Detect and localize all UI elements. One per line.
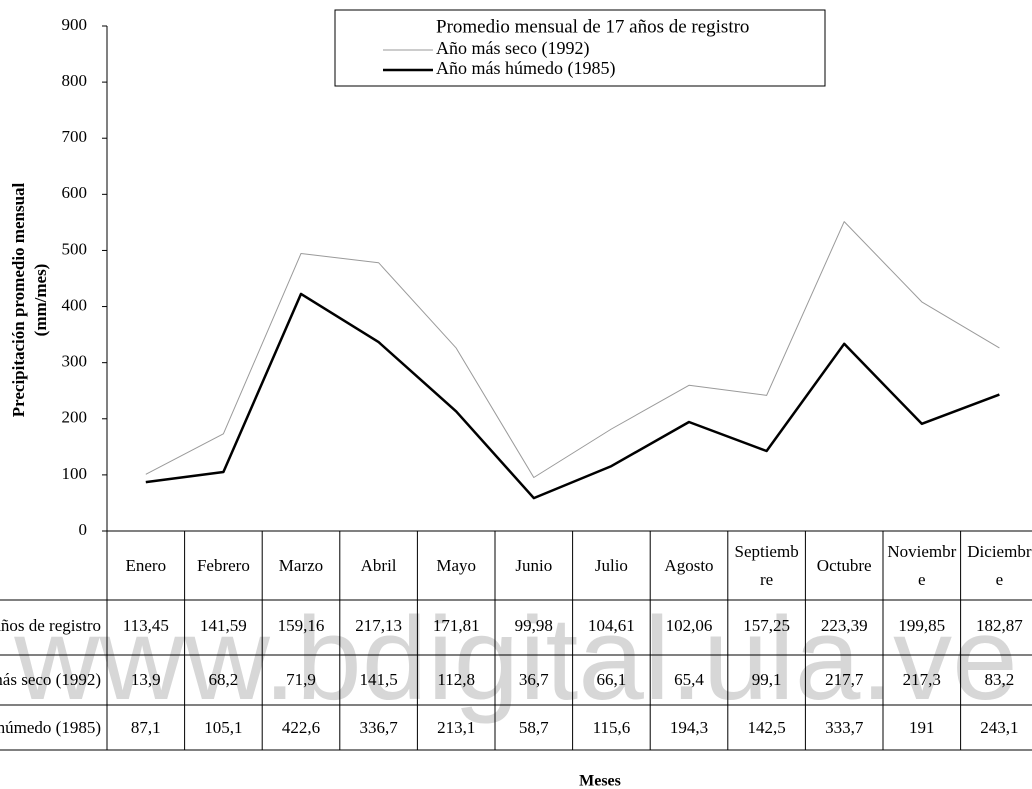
table-cell: 102,06 [666, 616, 713, 635]
x-tick-label: Marzo [278, 555, 324, 575]
category-cell: Enero [125, 555, 167, 575]
table-cell: 191 [909, 718, 935, 737]
table-cell: 66,1 [597, 670, 627, 689]
table-cell: 217,13 [355, 616, 402, 635]
category-cell: Diciembre [967, 541, 1032, 589]
table-cell: 13,9 [131, 670, 161, 689]
legend-box [334, 9, 826, 87]
y-axis-label: Precipitación promedio mensual [9, 182, 28, 417]
table-cell: 113,45 [123, 616, 169, 635]
x-tick-label: Octubre [816, 555, 872, 575]
y-tick-label: 700 [62, 127, 88, 146]
x-tick-label: Junio [515, 555, 553, 575]
category-cell: Septiembre [734, 541, 799, 589]
table-cell: 194,3 [670, 718, 708, 737]
x-tick-label: Mayo [436, 555, 477, 575]
table-cell: 141,59 [200, 616, 247, 635]
table-cell: 112,8 [437, 670, 475, 689]
table-cell: 141,5 [359, 670, 397, 689]
table-cell: 83,2 [985, 670, 1015, 689]
table-cell: 243,1 [980, 718, 1018, 737]
y-tick-label: 400 [62, 295, 88, 314]
category-cell: Mayo [436, 555, 477, 575]
x-tick-label: Enero [125, 555, 167, 575]
y-tick-label: 500 [62, 239, 88, 258]
table-cell: 213,1 [437, 718, 475, 737]
table-cell: 159,16 [278, 616, 325, 635]
series-line [145, 292, 1000, 500]
table-cell: 223,39 [821, 616, 868, 635]
x-tick-label: Febrero [196, 555, 250, 575]
table-cell: 58,7 [519, 718, 549, 737]
y-tick-label: 300 [62, 352, 88, 371]
series-line [145, 221, 1000, 478]
table-cell: 171,81 [433, 616, 480, 635]
table-cell: 68,2 [209, 670, 239, 689]
category-cell: Junio [515, 555, 553, 575]
table-row-label: Año más seco (1992) [0, 670, 101, 689]
category-cell: Abril [360, 555, 397, 575]
table-row-label: Promedio mensual de 17 años de registro [0, 616, 101, 635]
x-tick-label: Septiembre [734, 541, 799, 589]
category-cell: Marzo [278, 555, 324, 575]
legend-label: Año más húmedo (1985) [436, 58, 615, 79]
x-tick-label: Noviembre [887, 541, 957, 589]
x-tick-label: Agosto [664, 555, 714, 575]
category-cell: Octubre [816, 555, 872, 575]
category-cell: Noviembre [887, 541, 957, 589]
table-cell: 105,1 [204, 718, 242, 737]
series-line [145, 95, 1000, 422]
table-cell: 65,4 [674, 670, 704, 689]
table-cell: 217,7 [825, 670, 864, 689]
category-cell: Julio [594, 555, 628, 575]
table-cell: 99,1 [752, 670, 782, 689]
y-tick-label: 900 [62, 15, 88, 34]
x-tick-label: Abril [360, 555, 397, 575]
x-axis-label: Meses [579, 773, 621, 789]
category-cell: Febrero [196, 555, 250, 575]
table-cell: 199,85 [898, 616, 945, 635]
watermark: www.bdigital.ula.ve [13, 593, 1018, 725]
table-cell: 336,7 [359, 718, 398, 737]
x-tick-label: Julio [594, 555, 628, 575]
table-cell: 333,7 [825, 718, 864, 737]
y-tick-label: 800 [62, 71, 88, 90]
y-tick-label: 200 [62, 408, 88, 427]
table-cell: 99,98 [515, 616, 553, 635]
table-cell: 142,5 [747, 718, 785, 737]
y-tick-label: 600 [62, 183, 88, 202]
table-cell: 87,1 [131, 718, 161, 737]
table-cell: 115,6 [593, 718, 631, 737]
table-row-label: Año más húmedo (1985) [0, 718, 101, 737]
table-cell: 157,25 [743, 616, 790, 635]
legend-label: Promedio mensual de 17 años de registro [436, 16, 749, 37]
table-cell: 217,3 [903, 670, 941, 689]
legend-label: Año más seco (1992) [436, 38, 589, 59]
y-tick-label: 0 [79, 520, 88, 539]
table-cell: 104,61 [588, 616, 635, 635]
table-cell: 422,6 [282, 718, 320, 737]
y-tick-label: 100 [62, 464, 88, 483]
table-cell: 71,9 [286, 670, 316, 689]
table-cell: 36,7 [519, 670, 549, 689]
x-tick-label: Diciembre [967, 541, 1032, 589]
category-cell: Agosto [664, 555, 714, 575]
table-cell: 182,87 [976, 616, 1023, 635]
y-axis-label: (mm/mes) [31, 264, 50, 337]
